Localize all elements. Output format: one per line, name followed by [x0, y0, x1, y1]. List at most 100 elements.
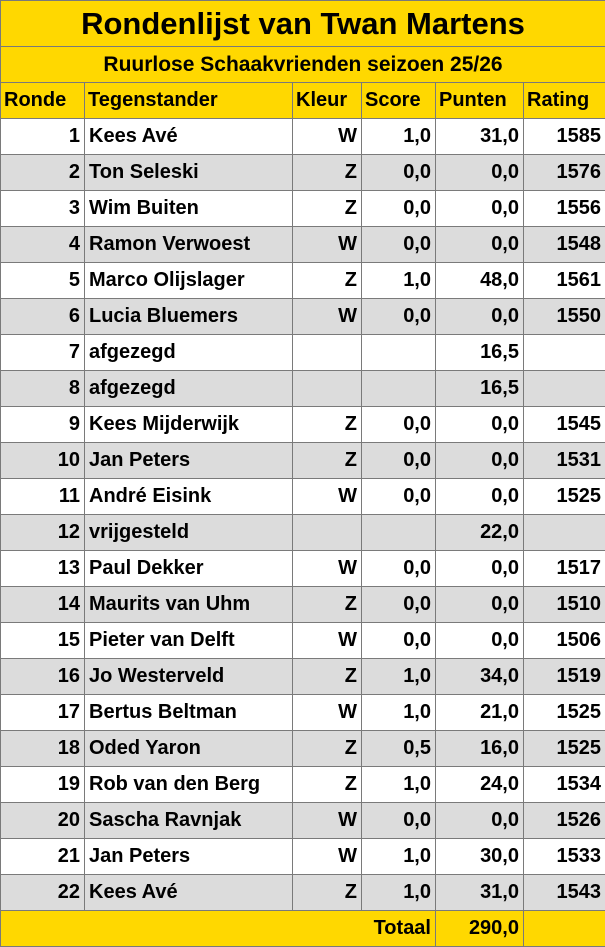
cell-score [362, 371, 436, 407]
cell-round: 13 [1, 551, 85, 587]
cell-points: 22,0 [436, 515, 524, 551]
total-row: Totaal 290,0 [1, 911, 605, 947]
cell-color: W [293, 299, 362, 335]
cell-score: 0,0 [362, 299, 436, 335]
cell-score: 0,0 [362, 803, 436, 839]
cell-rating: 1534 [524, 767, 605, 803]
cell-rating: 1543 [524, 875, 605, 911]
cell-score [362, 515, 436, 551]
cell-round: 10 [1, 443, 85, 479]
cell-rating: 1506 [524, 623, 605, 659]
cell-rating [524, 515, 605, 551]
cell-points: 31,0 [436, 875, 524, 911]
header-row: Ronde Tegenstander Kleur Score Punten Ra… [1, 83, 605, 119]
cell-score: 0,0 [362, 479, 436, 515]
cell-opponent: Jan Peters [85, 839, 293, 875]
cell-points: 48,0 [436, 263, 524, 299]
cell-score: 1,0 [362, 767, 436, 803]
cell-points: 0,0 [436, 623, 524, 659]
cell-rating: 1525 [524, 695, 605, 731]
cell-color: Z [293, 263, 362, 299]
cell-rating: 1561 [524, 263, 605, 299]
cell-color: W [293, 695, 362, 731]
header-punten: Punten [436, 83, 524, 119]
cell-points: 0,0 [436, 803, 524, 839]
cell-points: 0,0 [436, 191, 524, 227]
cell-points: 16,5 [436, 335, 524, 371]
cell-color [293, 515, 362, 551]
cell-opponent: Jo Westerveld [85, 659, 293, 695]
cell-score: 0,0 [362, 587, 436, 623]
cell-opponent: Jan Peters [85, 443, 293, 479]
cell-points: 0,0 [436, 443, 524, 479]
cell-opponent: André Eisink [85, 479, 293, 515]
cell-round: 12 [1, 515, 85, 551]
cell-rating: 1556 [524, 191, 605, 227]
cell-score [362, 335, 436, 371]
page-title: Rondenlijst van Twan Martens [1, 1, 605, 47]
cell-rating: 1531 [524, 443, 605, 479]
total-value: 290,0 [436, 911, 524, 947]
cell-color: Z [293, 155, 362, 191]
cell-color: Z [293, 407, 362, 443]
cell-points: 24,0 [436, 767, 524, 803]
cell-score: 0,0 [362, 443, 436, 479]
cell-color: Z [293, 191, 362, 227]
header-ronde: Ronde [1, 83, 85, 119]
cell-color: W [293, 839, 362, 875]
cell-color: W [293, 623, 362, 659]
cell-points: 0,0 [436, 587, 524, 623]
cell-points: 30,0 [436, 839, 524, 875]
cell-opponent: Oded Yaron [85, 731, 293, 767]
cell-round: 19 [1, 767, 85, 803]
cell-points: 0,0 [436, 227, 524, 263]
cell-score: 0,0 [362, 407, 436, 443]
total-empty [524, 911, 605, 947]
cell-score: 0,0 [362, 623, 436, 659]
cell-color: W [293, 803, 362, 839]
cell-rating: 1525 [524, 479, 605, 515]
page-subtitle: Ruurlose Schaakvrienden seizoen 25/26 [1, 47, 605, 83]
cell-round: 3 [1, 191, 85, 227]
cell-round: 18 [1, 731, 85, 767]
cell-points: 0,0 [436, 299, 524, 335]
cell-round: 14 [1, 587, 85, 623]
cell-rating: 1585 [524, 119, 605, 155]
cell-color: W [293, 227, 362, 263]
cell-round: 9 [1, 407, 85, 443]
cell-round: 15 [1, 623, 85, 659]
cell-color: W [293, 119, 362, 155]
cell-score: 1,0 [362, 695, 436, 731]
total-label: Totaal [1, 911, 436, 947]
cell-color [293, 335, 362, 371]
cell-opponent: afgezegd [85, 335, 293, 371]
cell-opponent: Maurits van Uhm [85, 587, 293, 623]
cell-rating: 1526 [524, 803, 605, 839]
cell-opponent: Sascha Ravnjak [85, 803, 293, 839]
cell-round: 11 [1, 479, 85, 515]
cell-score: 1,0 [362, 263, 436, 299]
cell-score: 1,0 [362, 659, 436, 695]
cell-opponent: Kees Mijderwijk [85, 407, 293, 443]
cell-points: 16,0 [436, 731, 524, 767]
cell-round: 16 [1, 659, 85, 695]
cell-opponent: Kees Avé [85, 875, 293, 911]
cell-opponent: Ramon Verwoest [85, 227, 293, 263]
cell-round: 5 [1, 263, 85, 299]
cell-opponent: afgezegd [85, 371, 293, 407]
